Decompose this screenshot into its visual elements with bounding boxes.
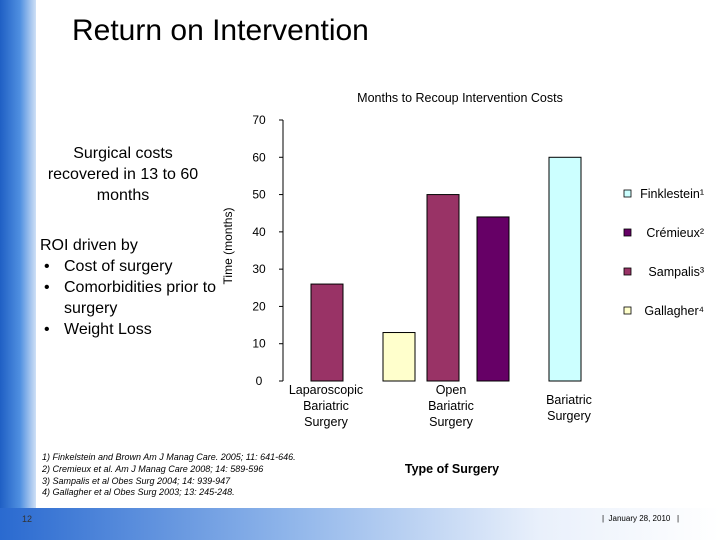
- category-label: Laparoscopic: [289, 383, 363, 397]
- category-label: Surgery: [304, 415, 349, 429]
- legend-label: Gallagher⁴: [644, 304, 704, 318]
- references: 1) Finkelstein and Brown Am J Manag Care…: [42, 452, 296, 499]
- legend-label: Finklestein¹: [640, 187, 704, 201]
- y-tick-label: 40: [252, 225, 266, 239]
- category-label: Surgery: [429, 415, 474, 429]
- y-tick-label: 60: [252, 150, 266, 164]
- legend-label: Sampalis³: [648, 265, 704, 279]
- category-label: Bariatric: [546, 393, 592, 407]
- reference-item: 4) Gallagher et al Obes Surg 2003; 13: 2…: [42, 487, 235, 498]
- chart-title: Months to Recoup Intervention Costs: [357, 91, 563, 105]
- slide-number: 12: [22, 514, 33, 524]
- left-accent-band: [0, 0, 36, 540]
- footer-date: | January 28, 2010 |: [602, 514, 680, 523]
- legend-swatch: [623, 267, 632, 276]
- bar: [476, 216, 510, 382]
- category-label: Bariatric: [428, 399, 474, 413]
- legend-label: Crémieux²: [646, 226, 704, 240]
- reference-item: 1) Finkelstein and Brown Am J Manag Care…: [42, 452, 296, 462]
- chart-legend: Finklestein¹ Crémieux² Sampalis³ Gallagher⁴: [623, 187, 704, 318]
- y-axis-label: Time (months): [221, 208, 235, 285]
- roi-item-cost: Cost of surgery: [40, 256, 230, 277]
- roi-section: ROI driven by Cost of surgery Comorbidit…: [40, 235, 230, 340]
- category-label: Open: [436, 383, 467, 397]
- y-tick-label: 30: [252, 262, 266, 276]
- roi-list: Cost of surgery Comorbidities prior to s…: [40, 256, 230, 340]
- bar: [426, 194, 460, 382]
- y-tick-label: 70: [252, 113, 266, 127]
- legend-swatch: [623, 306, 632, 315]
- legend-swatch: [623, 189, 632, 198]
- y-tick-label: 10: [252, 337, 266, 351]
- y-tick-label: 0: [256, 374, 263, 388]
- y-tick-label: 20: [252, 299, 266, 313]
- roi-heading: ROI driven by: [40, 237, 138, 254]
- chart-axes: 0 10 20 30 40 50 60 70: [252, 113, 284, 388]
- y-tick-label: 50: [252, 188, 266, 202]
- bar: [310, 283, 344, 382]
- cost-recovery-callout: Surgical costs recovered in 13 to 60 mon…: [47, 145, 199, 204]
- x-axis-label: Type of Surgery: [405, 462, 499, 476]
- bullet-panel: Surgical costs recovered in 13 to 60 mon…: [40, 143, 230, 340]
- roi-item-comorbidities: Comorbidities prior to surgery: [40, 277, 230, 319]
- legend-swatch: [623, 228, 632, 237]
- category-labels: Laparoscopic Bariatric Surgery Open Bariatri…: [289, 383, 592, 429]
- category-label: Bariatric: [303, 399, 349, 413]
- chart-bars: [310, 156, 582, 382]
- bar: [548, 156, 582, 382]
- category-label: Surgery: [547, 409, 592, 423]
- reference-item: 2) Cremieux et al. Am J Manag Care 2008;…: [42, 463, 264, 474]
- slide-title: Return on Intervention: [72, 14, 369, 47]
- reference-item: 3) Sampalis et al Obes Surg 2004; 14: 93…: [42, 475, 231, 486]
- footer-band: [0, 508, 720, 540]
- bar: [382, 332, 416, 382]
- roi-item-weight-loss: Weight Loss: [40, 319, 230, 340]
